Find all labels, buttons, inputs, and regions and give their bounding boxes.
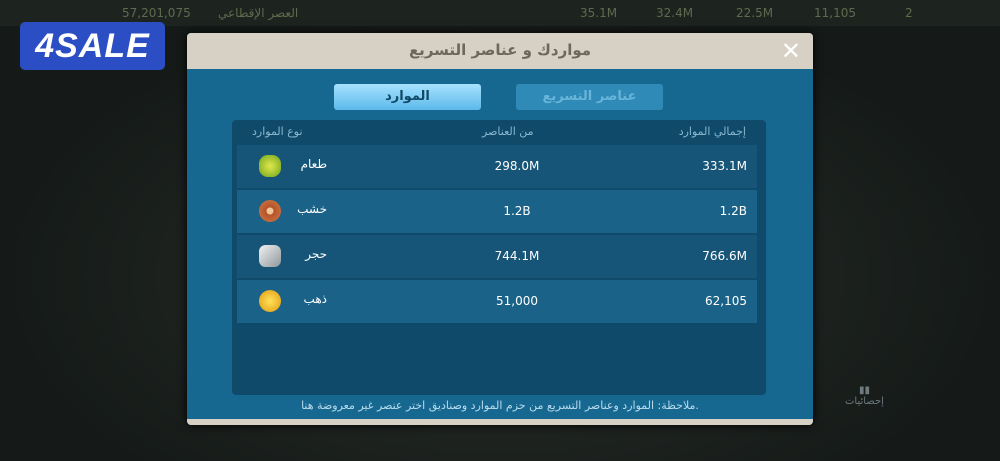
resource-type: خشب	[297, 202, 327, 216]
corn-icon	[259, 155, 281, 177]
dialog-header: مواردك و عناصر التسريع	[187, 33, 813, 69]
resources-dialog: مواردك و عناصر التسريع ✕ الموارد عناصر ا…	[187, 33, 813, 425]
stone-value[interactable]: 22.5M	[736, 6, 774, 20]
dialog-bottom-border	[187, 419, 813, 425]
dialog-title: مواردك و عناصر التسريع	[408, 41, 592, 59]
table-row: 766.6M 744.1M حجر	[237, 235, 757, 278]
tab-resources[interactable]: الموارد	[334, 84, 481, 110]
tab-speedups[interactable]: عناصر التسريع	[516, 84, 663, 110]
stats-label: إحصائيات	[845, 396, 884, 407]
from-items-value: 51,000	[496, 294, 538, 308]
bar-chart-icon: ▮▮	[858, 385, 870, 396]
total-value: 1.2B	[719, 204, 747, 218]
gold-coin-icon	[259, 290, 281, 312]
resources-table: إجمالي الموارد من العناصر نوع الموارد 33…	[232, 120, 766, 395]
gold-value[interactable]: 11,105	[814, 6, 856, 20]
power-value: 57,201,075	[122, 6, 191, 20]
watermark-logo: 4SALE	[20, 22, 165, 70]
wood-value[interactable]: 32.4M	[656, 6, 694, 20]
col-from-items: من العناصر	[482, 125, 534, 138]
table-row: 62,105 51,000 ذهب	[237, 280, 757, 323]
from-items-value: 298.0M	[494, 159, 540, 173]
resource-type: ذهب	[303, 292, 327, 306]
food-value[interactable]: 35.1M	[580, 6, 618, 20]
table-header: إجمالي الموارد من العناصر نوع الموارد	[232, 120, 766, 144]
table-row: 333.1M 298.0M طعام	[237, 145, 757, 188]
wood-log-icon	[259, 200, 281, 222]
total-value: 62,105	[705, 294, 747, 308]
total-value: 766.6M	[702, 249, 747, 263]
col-type: نوع الموارد	[252, 125, 303, 138]
top-resource-bar: 57,201,075 العصر الإقطاعي 35.1M 32.4M 22…	[0, 0, 1000, 26]
table-row: 1.2B 1.2B خشب	[237, 190, 757, 233]
stats-button[interactable]: ▮▮ إحصائيات	[845, 385, 884, 407]
col-total: إجمالي الموارد	[678, 125, 746, 138]
gems-value[interactable]: 2	[905, 6, 913, 20]
resource-type: حجر	[305, 247, 327, 261]
footer-note: ملاحظة: الموارد وعناصر التسريع من حزم ال…	[301, 399, 699, 412]
resource-type: طعام	[300, 157, 327, 171]
close-icon[interactable]: ✕	[780, 37, 801, 65]
stone-icon	[259, 245, 281, 267]
era-label: العصر الإقطاعي	[218, 6, 299, 20]
from-items-value: 1.2B	[503, 204, 531, 218]
total-value: 333.1M	[702, 159, 747, 173]
from-items-value: 744.1M	[494, 249, 540, 263]
